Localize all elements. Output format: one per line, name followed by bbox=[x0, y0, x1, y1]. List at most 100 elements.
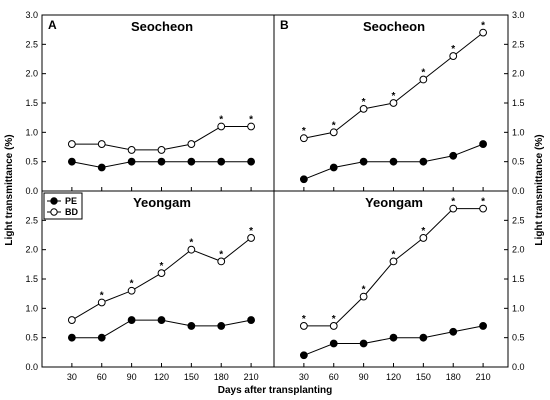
point-PE-30 bbox=[299, 351, 308, 360]
y-tick-label-right-top: 0.5 bbox=[512, 157, 525, 167]
significance-star-150: * bbox=[189, 238, 193, 249]
x-tick-label-right: 90 bbox=[359, 372, 369, 382]
significance-star-120: * bbox=[392, 91, 396, 102]
x-tick-label-right: 210 bbox=[476, 372, 491, 382]
panel-top-left: A Seocheon * * bbox=[48, 18, 255, 172]
significance-star-180: * bbox=[219, 114, 223, 125]
y-tick-label-right-top: 1.0 bbox=[512, 127, 525, 137]
point-BD-90 bbox=[127, 286, 136, 295]
significance-star-150: * bbox=[421, 226, 425, 237]
y-tick-label-left-top: 2.5 bbox=[25, 39, 38, 49]
point-PE-120 bbox=[389, 157, 398, 166]
panel-title: Seocheon bbox=[363, 19, 425, 34]
point-BD-60 bbox=[329, 128, 338, 137]
x-tick-label-right: 150 bbox=[416, 372, 431, 382]
point-PE-90 bbox=[127, 157, 136, 166]
point-BD-150 bbox=[419, 75, 428, 84]
point-PE-120 bbox=[389, 333, 398, 342]
point-PE-150 bbox=[419, 333, 428, 342]
y-tick-label-left-bottom: 1.0 bbox=[25, 303, 38, 313]
point-PE-120 bbox=[157, 157, 166, 166]
point-PE-60 bbox=[329, 163, 338, 172]
significance-star-210: * bbox=[481, 197, 485, 208]
point-BD-150 bbox=[187, 245, 196, 254]
point-PE-150 bbox=[187, 157, 196, 166]
point-BD-60 bbox=[329, 322, 338, 330]
y-tick-label-left-top: 1.5 bbox=[25, 98, 38, 108]
y-tick-label-right-top: 1.5 bbox=[512, 98, 525, 108]
point-BD-30 bbox=[67, 316, 76, 324]
significance-star-90: * bbox=[362, 285, 366, 296]
point-PE-210 bbox=[479, 322, 487, 330]
significance-star-120: * bbox=[392, 249, 396, 260]
legend-marker-BD bbox=[50, 208, 58, 216]
significance-star-60: * bbox=[100, 290, 104, 301]
significance-star-210: * bbox=[249, 226, 253, 237]
y-tick-label-left-bottom: 0.5 bbox=[25, 333, 38, 343]
point-BD-180 bbox=[449, 204, 458, 213]
legend-label-BD: BD bbox=[65, 207, 78, 217]
point-PE-120 bbox=[157, 316, 166, 324]
y-tick-label-right-top: 2.5 bbox=[512, 39, 525, 49]
point-BD-120 bbox=[157, 269, 166, 278]
point-PE-210 bbox=[479, 140, 487, 148]
point-BD-90 bbox=[127, 146, 136, 154]
point-PE-90 bbox=[127, 316, 136, 324]
y-tick-label-right-bottom: 1.5 bbox=[512, 274, 525, 284]
significance-star-30: * bbox=[302, 126, 306, 137]
significance-star-180: * bbox=[451, 197, 455, 208]
y-tick-label-left-bottom: 1.5 bbox=[25, 274, 38, 284]
significance-star-60: * bbox=[332, 314, 336, 325]
legend-box bbox=[43, 192, 83, 220]
x-tick-label-left: 210 bbox=[244, 372, 259, 382]
legend-label-PE: PE bbox=[65, 196, 77, 206]
point-PE-210 bbox=[247, 316, 255, 324]
point-BD-90 bbox=[359, 104, 368, 113]
point-BD-150 bbox=[187, 140, 196, 148]
y-tick-label-right-bottom: 0.5 bbox=[512, 333, 525, 343]
point-BD-210 bbox=[247, 122, 255, 131]
point-BD-120 bbox=[157, 146, 166, 154]
significance-star-90: * bbox=[130, 279, 134, 290]
x-tick-label-left: 60 bbox=[97, 372, 107, 382]
significance-star-210: * bbox=[249, 114, 253, 125]
point-BD-60 bbox=[97, 140, 106, 148]
y-tick-label-left-bottom: 0.0 bbox=[25, 362, 38, 372]
panel-title: Yeongam bbox=[133, 195, 191, 210]
significance-star-90: * bbox=[362, 97, 366, 108]
panels-layer: A Seocheon * * B Seocheon * * * * * * * Yeongam * * * * * *… bbox=[48, 18, 487, 360]
y-tick-label-left-top: 0.5 bbox=[25, 157, 38, 167]
panel-top-right: B Seocheon * * * * * * * bbox=[280, 18, 487, 184]
x-tick-label-left: 120 bbox=[154, 372, 169, 382]
point-BD-120 bbox=[389, 257, 398, 266]
x-tick-label-right: 30 bbox=[299, 372, 309, 382]
point-BD-180 bbox=[217, 122, 226, 131]
point-PE-180 bbox=[217, 322, 226, 330]
y-tick-label-right-bottom: 2.5 bbox=[512, 215, 525, 225]
significance-star-60: * bbox=[332, 120, 336, 131]
y-tick-label-right-bottom: 0.0 bbox=[512, 362, 525, 372]
significance-star-30: * bbox=[302, 314, 306, 325]
y-axis-title-right: Light transmittance (%) bbox=[534, 134, 545, 245]
panel-title: Yeongam bbox=[365, 195, 423, 210]
point-PE-180 bbox=[449, 327, 458, 336]
point-PE-90 bbox=[359, 157, 368, 166]
x-tick-label-left: 30 bbox=[67, 372, 77, 382]
point-BD-180 bbox=[449, 52, 458, 60]
x-axis-title: Days after transplanting bbox=[218, 385, 332, 396]
point-PE-90 bbox=[359, 339, 368, 348]
point-BD-120 bbox=[389, 99, 398, 107]
significance-star-150: * bbox=[421, 68, 425, 79]
y-tick-label-left-top: 1.0 bbox=[25, 127, 38, 137]
x-tick-label-left: 180 bbox=[214, 372, 229, 382]
y-tick-label-right-bottom: 1.0 bbox=[512, 303, 525, 313]
point-BD-180 bbox=[217, 257, 226, 266]
y-tick-label-right-top: 2.0 bbox=[512, 69, 525, 79]
panel-bottom-left: Yeongam * * * * * * bbox=[67, 195, 255, 342]
point-BD-30 bbox=[67, 140, 76, 148]
point-BD-60 bbox=[97, 298, 106, 307]
